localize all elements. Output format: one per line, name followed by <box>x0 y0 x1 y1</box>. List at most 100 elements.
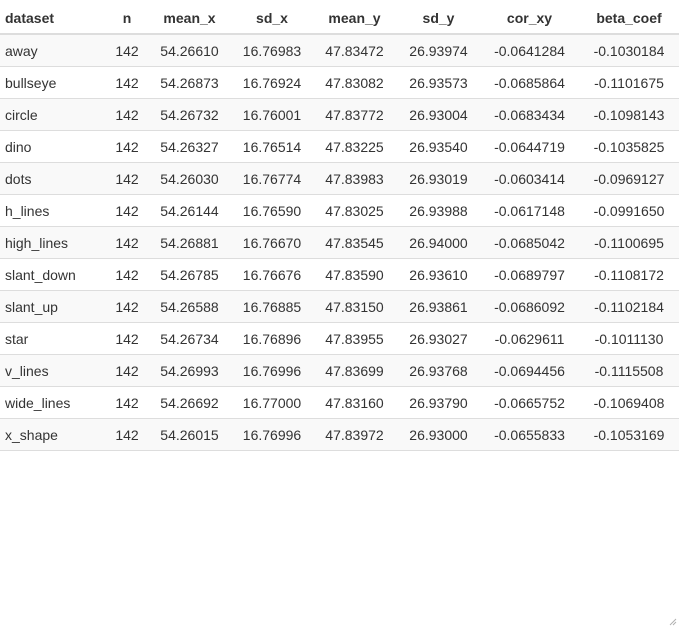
column-header-n[interactable]: n <box>107 0 147 35</box>
cell-mean-y: 47.83545 <box>312 226 397 259</box>
cell-sd-x: 16.76590 <box>232 194 312 227</box>
cell-n: 142 <box>107 258 147 291</box>
cell-cor-xy: -0.0603414 <box>480 162 579 195</box>
resize-grip-icon[interactable] <box>667 616 677 626</box>
cell-sd-x: 16.76670 <box>232 226 312 259</box>
column-header-cor-xy[interactable]: cor_xy <box>480 0 579 35</box>
table-row[interactable]: star 142 54.26734 16.76896 47.83955 26.93027-… <box>0 322 679 355</box>
cell-sd-x: 16.76514 <box>232 130 312 163</box>
cell-mean-y: 47.83972 <box>312 418 397 451</box>
column-header-mean-x[interactable]: mean_x <box>147 0 232 35</box>
cell-dataset: h_lines <box>0 194 107 227</box>
cell-n: 142 <box>107 290 147 323</box>
cell-beta-coef: -0.1053169 <box>579 418 679 451</box>
table-row[interactable]: slant_up 142 54.26588 16.76885 47.83150 26.93… <box>0 290 679 323</box>
cell-dataset: bullseye <box>0 66 107 99</box>
cell-cor-xy: -0.0641284 <box>480 34 579 67</box>
cell-beta-coef: -0.1035825 <box>579 130 679 163</box>
column-header-dataset[interactable]: dataset <box>0 0 107 35</box>
table-row[interactable]: x_shape 142 54.26015 16.76996 47.83972 26.930… <box>0 418 679 451</box>
table-row[interactable]: dino 142 54.26327 16.76514 47.83225 26.93540-… <box>0 130 679 163</box>
cell-n: 142 <box>107 162 147 195</box>
column-header-beta-coef[interactable]: beta_coef <box>579 0 679 35</box>
cell-mean-x: 54.26692 <box>147 386 232 419</box>
cell-cor-xy: -0.0685042 <box>480 226 579 259</box>
table-body: away 142 54.26610 16.76983 47.83472 26.93974-… <box>0 34 679 451</box>
cell-mean-x: 54.26785 <box>147 258 232 291</box>
cell-sd-y: 26.93861 <box>397 290 480 323</box>
cell-sd-y: 26.93768 <box>397 354 480 387</box>
cell-mean-y: 47.83225 <box>312 130 397 163</box>
cell-beta-coef: -0.0969127 <box>579 162 679 195</box>
cell-beta-coef: -0.1100695 <box>579 226 679 259</box>
cell-dataset: dots <box>0 162 107 195</box>
cell-mean-x: 54.26734 <box>147 322 232 355</box>
cell-sd-x: 16.76924 <box>232 66 312 99</box>
table-row[interactable]: dots 142 54.26030 16.76774 47.83983 26.93019-… <box>0 162 679 195</box>
cell-n: 142 <box>107 98 147 131</box>
cell-cor-xy: -0.0689797 <box>480 258 579 291</box>
table-row[interactable]: high_lines 142 54.26881 16.76670 47.83545 26.… <box>0 226 679 259</box>
table-row[interactable]: away 142 54.26610 16.76983 47.83472 26.93974-… <box>0 34 679 67</box>
table-row[interactable]: h_lines 142 54.26144 16.76590 47.83025 26.939… <box>0 194 679 227</box>
cell-mean-x: 54.26030 <box>147 162 232 195</box>
cell-cor-xy: -0.0683434 <box>480 98 579 131</box>
cell-sd-x: 16.76983 <box>232 34 312 67</box>
cell-mean-y: 47.83472 <box>312 34 397 67</box>
cell-sd-y: 26.93027 <box>397 322 480 355</box>
cell-sd-y: 26.93019 <box>397 162 480 195</box>
cell-mean-x: 54.26993 <box>147 354 232 387</box>
cell-beta-coef: -0.1108172 <box>579 258 679 291</box>
cell-beta-coef: -0.1098143 <box>579 98 679 131</box>
table-row[interactable]: bullseye 142 54.26873 16.76924 47.83082 26.93… <box>0 66 679 99</box>
cell-dataset: star <box>0 322 107 355</box>
cell-dataset: dino <box>0 130 107 163</box>
summary-table: dataset n mean_x sd_x mean_y sd_y cor_xy… <box>0 0 679 451</box>
cell-beta-coef: -0.1102184 <box>579 290 679 323</box>
cell-cor-xy: -0.0629611 <box>480 322 579 355</box>
cell-sd-x: 16.76996 <box>232 418 312 451</box>
cell-beta-coef: -0.0991650 <box>579 194 679 227</box>
cell-sd-y: 26.94000 <box>397 226 480 259</box>
cell-cor-xy: -0.0685864 <box>480 66 579 99</box>
cell-beta-coef: -0.1115508 <box>579 354 679 387</box>
cell-cor-xy: -0.0686092 <box>480 290 579 323</box>
table-row[interactable]: circle 142 54.26732 16.76001 47.83772 26.9300… <box>0 98 679 131</box>
table-row[interactable]: v_lines 142 54.26993 16.76996 47.83699 26.937… <box>0 354 679 387</box>
cell-mean-y: 47.83082 <box>312 66 397 99</box>
cell-cor-xy: -0.0694456 <box>480 354 579 387</box>
cell-dataset: v_lines <box>0 354 107 387</box>
cell-dataset: slant_down <box>0 258 107 291</box>
cell-dataset: slant_up <box>0 290 107 323</box>
table-header: dataset n mean_x sd_x mean_y sd_y cor_xy… <box>0 0 679 35</box>
cell-cor-xy: -0.0655833 <box>480 418 579 451</box>
column-header-sd-x[interactable]: sd_x <box>232 0 312 35</box>
cell-sd-y: 26.93974 <box>397 34 480 67</box>
cell-sd-x: 16.76885 <box>232 290 312 323</box>
cell-mean-y: 47.83160 <box>312 386 397 419</box>
cell-n: 142 <box>107 194 147 227</box>
cell-cor-xy: -0.0617148 <box>480 194 579 227</box>
cell-beta-coef: -0.1011130 <box>579 322 679 355</box>
table-row[interactable]: wide_lines 142 54.26692 16.77000 47.83160 26.… <box>0 386 679 419</box>
cell-sd-x: 16.76896 <box>232 322 312 355</box>
cell-sd-y: 26.93540 <box>397 130 480 163</box>
cell-mean-y: 47.83590 <box>312 258 397 291</box>
column-header-sd-y[interactable]: sd_y <box>397 0 480 35</box>
cell-n: 142 <box>107 130 147 163</box>
cell-n: 142 <box>107 34 147 67</box>
cell-cor-xy: -0.0644719 <box>480 130 579 163</box>
cell-dataset: away <box>0 34 107 67</box>
cell-mean-x: 54.26732 <box>147 98 232 131</box>
cell-sd-y: 26.93000 <box>397 418 480 451</box>
cell-sd-y: 26.93573 <box>397 66 480 99</box>
cell-sd-x: 16.76996 <box>232 354 312 387</box>
cell-mean-y: 47.83772 <box>312 98 397 131</box>
column-header-mean-y[interactable]: mean_y <box>312 0 397 35</box>
cell-sd-x: 16.76774 <box>232 162 312 195</box>
cell-sd-y: 26.93988 <box>397 194 480 227</box>
cell-beta-coef: -0.1101675 <box>579 66 679 99</box>
cell-sd-y: 26.93610 <box>397 258 480 291</box>
cell-n: 142 <box>107 66 147 99</box>
table-row[interactable]: slant_down 142 54.26785 16.76676 47.83590 26.… <box>0 258 679 291</box>
